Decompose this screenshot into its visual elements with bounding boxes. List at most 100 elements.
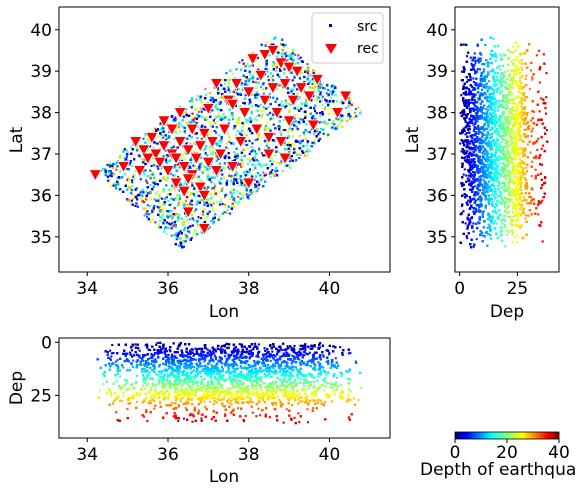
map-source-point — [195, 203, 198, 206]
map-source-point — [305, 123, 308, 126]
map-source-point — [154, 179, 157, 182]
map-source-point — [214, 105, 217, 108]
map-source-point — [157, 208, 160, 211]
map-source-point — [300, 147, 303, 150]
map-source-point — [141, 200, 144, 203]
map-source-point — [242, 125, 245, 128]
map-source-point — [257, 65, 260, 68]
map-source-point — [257, 139, 260, 142]
map-source-point — [317, 89, 320, 92]
map-source-point — [265, 163, 268, 166]
map-source-point — [213, 121, 216, 124]
map-source-point — [280, 43, 283, 46]
map-source-point — [116, 177, 119, 180]
map-source-point — [285, 53, 288, 56]
map-source-point — [123, 156, 126, 159]
map-source-point — [347, 104, 350, 107]
map-source-point — [287, 130, 290, 133]
map-source-point — [229, 90, 232, 93]
map-source-point — [181, 157, 184, 160]
map-source-point — [237, 201, 240, 204]
map-source-point — [298, 96, 301, 99]
map-source-point — [305, 101, 308, 104]
map-source-point — [329, 107, 332, 110]
map-source-point — [157, 135, 160, 138]
map-source-point — [320, 127, 323, 130]
map-source-point — [284, 148, 287, 151]
map-source-point — [221, 78, 224, 81]
map-source-point — [276, 87, 279, 90]
map-source-point — [105, 169, 108, 172]
map-source-point — [150, 220, 153, 223]
map-source-point — [236, 153, 239, 156]
map-source-point — [273, 62, 276, 65]
map-source-point — [304, 112, 307, 115]
map-source-point — [128, 179, 131, 182]
map-source-point — [350, 103, 353, 106]
map-source-point — [188, 205, 191, 208]
map-source-point — [182, 219, 185, 222]
map-source-point — [310, 78, 313, 81]
map-source-point — [135, 146, 138, 149]
map-source-point — [278, 120, 281, 123]
map-source-point — [347, 98, 350, 101]
map-source-point — [132, 197, 135, 200]
map-source-point — [201, 165, 204, 168]
map-source-point — [228, 108, 231, 111]
map-source-point — [194, 132, 197, 135]
map-source-point — [153, 176, 156, 179]
map-source-point — [184, 199, 187, 202]
map-source-point — [214, 189, 217, 192]
map-source-point — [186, 196, 189, 199]
map-source-point — [207, 198, 210, 201]
map-source-point — [340, 120, 343, 123]
map-source-point — [256, 81, 259, 84]
map-source-point — [349, 98, 352, 101]
map-source-point — [212, 202, 215, 205]
map-source-point — [316, 128, 319, 131]
map-source-point — [112, 166, 115, 169]
map-source-point — [177, 202, 180, 205]
map-source-point — [162, 207, 165, 210]
map-source-point — [288, 109, 291, 112]
map-source-point — [174, 131, 177, 134]
map-source-point — [279, 162, 282, 165]
map-source-point — [289, 125, 292, 128]
map-source-point — [246, 63, 249, 66]
map-source-point — [313, 140, 316, 143]
map-source-point — [291, 143, 294, 146]
map-source-point — [241, 129, 244, 132]
map-source-point — [320, 99, 323, 102]
map-source-point — [108, 171, 111, 174]
map-source-point — [161, 190, 164, 193]
map-source-point — [209, 220, 212, 223]
map-source-point — [162, 188, 165, 191]
map-source-point — [229, 69, 232, 72]
map-source-point — [194, 229, 197, 232]
map-source-point — [302, 110, 305, 113]
map-source-point — [242, 142, 245, 145]
map-source-point — [151, 163, 154, 166]
map-source-point — [283, 67, 286, 70]
map-source-point — [357, 106, 360, 109]
map-source-point — [127, 199, 130, 202]
map-source-point — [229, 179, 232, 182]
map-source-point — [233, 126, 236, 129]
map-source-point — [240, 165, 243, 168]
map-source-point — [225, 142, 228, 145]
map-source-point — [180, 217, 183, 220]
map-source-point — [276, 162, 279, 165]
map-source-point — [306, 154, 309, 157]
map-source-point — [288, 110, 291, 113]
map-source-point — [280, 100, 283, 103]
map-source-point — [182, 223, 185, 226]
map-source-point — [235, 134, 238, 137]
map-source-point — [248, 65, 251, 68]
map-source-point — [299, 153, 302, 156]
map-source-point — [242, 182, 245, 185]
map-source-point — [325, 101, 328, 104]
map-source-point — [246, 158, 249, 161]
map-source-point — [212, 151, 215, 154]
map-source-point — [177, 217, 180, 220]
